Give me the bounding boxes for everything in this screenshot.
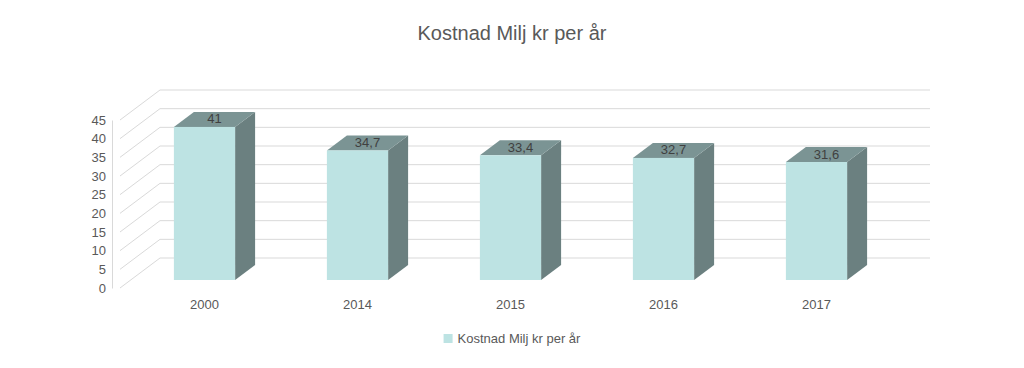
y-tick-label: 45 bbox=[92, 113, 106, 128]
axis-line bbox=[112, 121, 113, 289]
y-tick: 35 bbox=[92, 150, 112, 165]
bar bbox=[786, 162, 847, 280]
x-axis: 2000 2014 2015 2016 2017 bbox=[129, 290, 894, 312]
bar-side bbox=[388, 135, 408, 280]
bar-3d bbox=[480, 140, 561, 280]
y-tick-label: 0 bbox=[99, 281, 106, 296]
data-labels: 41 34,7 33,4 32,7 31,6 bbox=[207, 111, 839, 161]
y-tick: 40 bbox=[92, 131, 112, 146]
bars bbox=[174, 112, 867, 280]
data-label: 34,7 bbox=[355, 135, 380, 150]
bar-top bbox=[480, 140, 561, 155]
bar bbox=[174, 127, 235, 280]
y-tick-label: 25 bbox=[92, 187, 106, 202]
y-tick: 25 bbox=[92, 187, 112, 202]
y-tick-label: 10 bbox=[92, 243, 106, 258]
y-tick: 5 bbox=[99, 262, 112, 277]
bar-3d bbox=[633, 143, 714, 280]
bar bbox=[633, 158, 694, 280]
data-label: 32,7 bbox=[661, 142, 686, 157]
bar-side bbox=[541, 140, 561, 280]
x-tick-label: 2016 bbox=[649, 297, 678, 312]
axis-line bbox=[129, 290, 894, 291]
bar-top bbox=[633, 143, 714, 158]
bar-top bbox=[174, 112, 255, 127]
x-tick: 2014 bbox=[343, 290, 372, 312]
title: Kostnad Milj kr per år bbox=[418, 22, 607, 44]
data-label: 33,4 bbox=[508, 140, 533, 155]
y-tick-label: 20 bbox=[92, 206, 106, 221]
bar bbox=[480, 155, 541, 280]
data-label: 31,6 bbox=[814, 147, 839, 162]
x-tick: 2016 bbox=[649, 290, 678, 312]
x-tick-label: 2015 bbox=[496, 297, 525, 312]
y-tick: 0 bbox=[99, 281, 112, 296]
grid bbox=[120, 90, 930, 288]
x-tick: 2017 bbox=[802, 290, 831, 312]
bar-3d bbox=[174, 112, 255, 280]
bar-side bbox=[847, 147, 867, 280]
y-tick: 30 bbox=[92, 169, 112, 184]
y-tick-label: 35 bbox=[92, 150, 106, 165]
chart: Kostnad Milj kr per år 0 5 10 15 20 25 30 35 40 45… bbox=[0, 0, 1024, 368]
y-tick: 20 bbox=[92, 206, 112, 221]
x-tick: 2000 bbox=[190, 290, 219, 312]
legend-swatch bbox=[444, 334, 453, 343]
bar-3d bbox=[327, 135, 408, 280]
data-label: 41 bbox=[207, 111, 221, 126]
bar bbox=[327, 150, 388, 280]
x-tick: 2015 bbox=[496, 290, 525, 312]
y-tick: 45 bbox=[92, 113, 112, 128]
bar-side bbox=[694, 143, 714, 280]
bar-3d bbox=[786, 147, 867, 280]
bar-top bbox=[786, 147, 867, 162]
bar-side bbox=[235, 112, 255, 280]
y-tick: 10 bbox=[92, 243, 112, 258]
y-tick-label: 40 bbox=[92, 131, 106, 146]
y-tick: 15 bbox=[92, 225, 112, 240]
y-tick-label: 5 bbox=[99, 262, 106, 277]
x-tick-label: 2014 bbox=[343, 297, 372, 312]
y-tick-label: 15 bbox=[92, 225, 106, 240]
x-tick-label: 2000 bbox=[190, 297, 219, 312]
x-tick-label: 2017 bbox=[802, 297, 831, 312]
legend: Kostnad Milj kr per år bbox=[444, 331, 581, 346]
y-tick-label: 30 bbox=[92, 169, 106, 184]
legend-label: Kostnad Milj kr per år bbox=[458, 331, 581, 346]
y-axis: 0 5 10 15 20 25 30 35 40 45 bbox=[92, 113, 113, 296]
bar-top bbox=[327, 135, 408, 150]
